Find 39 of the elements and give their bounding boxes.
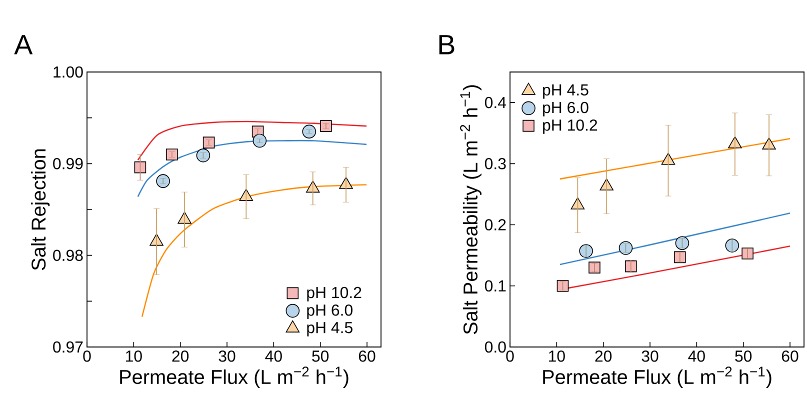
x-tick-label: 40 [688,350,705,362]
y-axis-title: Salt Permeability (L m$^{−2}$ h$^{−1}$) [460,85,482,334]
x-axis-title: Permeate Flux (L m$^{−2}$ h$^{−1}$) [543,366,772,388]
legend-label: pH 10.2 [307,286,362,302]
x-tick-label: 50 [735,350,752,362]
legend-label: pH 4.5 [543,84,588,99]
legend-label: pH 4.5 [307,322,352,336]
x-tick-label: 0 [506,350,514,362]
point [556,280,569,292]
point [624,260,637,272]
y-tick-label: 0.3 [484,158,506,170]
point [618,241,633,255]
x-tick-label: 20 [172,350,189,362]
x-tick-label: 50 [312,350,329,362]
x-tick-label: 0 [83,350,91,362]
x-tick-label: 30 [218,350,236,362]
x-tick-label: 10 [549,350,565,362]
y-tick-label: 0.2 [484,219,506,230]
x-tick-label: 20 [595,350,612,362]
x-tick-label: 30 [642,350,658,362]
legend-label: pH 10.2 [543,120,598,134]
x-axis-title: Permeate Flux (L m$^{−2}$ h$^{−1}$) [120,366,348,388]
chart-title: B [439,35,454,54]
chart-title: A [14,35,33,54]
y-tick-label: 1.00 [54,66,83,78]
y-axis-title: Salt Rejection [31,149,50,270]
y-tick-label: 0.97 [53,341,83,353]
y-tick-label: 0.98 [53,250,83,261]
y-tick-label: 0.99 [53,158,83,170]
legend-label: pH 6.0 [307,304,352,319]
y-tick-label: 0.1 [484,280,506,292]
legend-label: pH 6.0 [543,102,588,116]
y-tick-label: 0.4 [484,96,506,108]
x-tick-label: 60 [358,350,376,362]
point [661,152,676,165]
x-tick-label: 10 [126,350,142,362]
x-tick-label: 40 [265,350,282,362]
x-tick-label: 60 [782,350,798,362]
y-tick-label: 0.0 [484,341,506,353]
